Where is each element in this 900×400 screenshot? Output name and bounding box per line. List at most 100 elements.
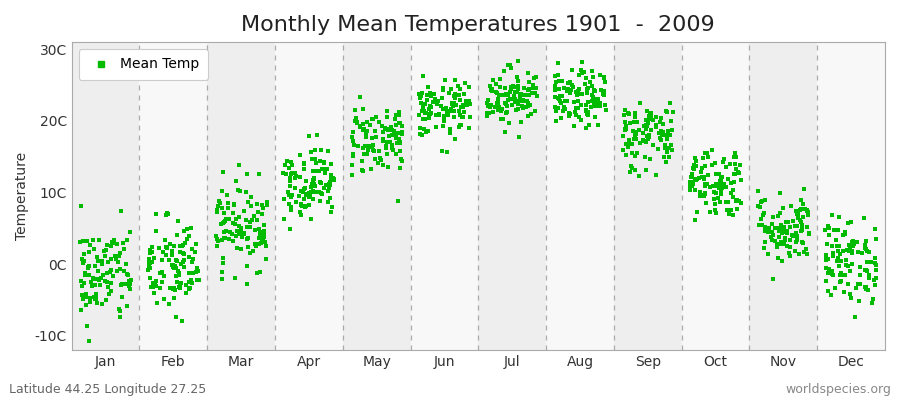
Point xyxy=(597,88,611,94)
Point xyxy=(315,166,329,172)
Point xyxy=(147,254,161,261)
Point xyxy=(780,219,795,226)
Point xyxy=(567,123,581,129)
Point xyxy=(511,86,526,92)
Point xyxy=(627,136,642,142)
Point xyxy=(627,110,642,116)
Point xyxy=(843,245,858,251)
Point xyxy=(499,92,513,98)
Point xyxy=(764,234,778,240)
Point xyxy=(392,120,407,126)
Point xyxy=(510,82,525,89)
Point xyxy=(687,165,701,171)
Point xyxy=(495,105,509,112)
Point xyxy=(753,199,768,206)
Point xyxy=(581,85,596,92)
Point xyxy=(243,203,257,210)
Point xyxy=(241,234,256,241)
Point xyxy=(649,123,663,130)
Point xyxy=(626,128,640,134)
Point xyxy=(567,108,581,115)
Point xyxy=(561,80,575,86)
Point xyxy=(762,225,777,232)
Point xyxy=(801,209,815,216)
Point xyxy=(302,133,316,139)
Point xyxy=(563,86,578,93)
Point xyxy=(392,139,407,145)
Point xyxy=(172,272,186,278)
Point xyxy=(282,165,296,172)
Point xyxy=(492,84,507,91)
Point xyxy=(733,170,747,176)
Point xyxy=(142,262,157,268)
Point xyxy=(104,269,118,276)
Point xyxy=(113,314,128,320)
Point xyxy=(163,240,177,247)
Point xyxy=(801,212,815,218)
Point xyxy=(300,191,314,198)
Point xyxy=(360,150,374,157)
Point xyxy=(858,242,872,248)
Point xyxy=(685,178,699,185)
Point xyxy=(622,111,636,117)
Point xyxy=(293,152,308,158)
Point xyxy=(552,96,566,103)
Point xyxy=(110,241,124,248)
Point xyxy=(831,227,845,234)
Point xyxy=(216,169,230,176)
Point xyxy=(598,78,612,85)
Point xyxy=(585,92,599,98)
Point xyxy=(579,74,593,81)
Point xyxy=(324,175,338,181)
Point xyxy=(439,148,454,155)
Point xyxy=(590,96,605,102)
Point xyxy=(501,92,516,98)
Point xyxy=(364,166,378,172)
Point xyxy=(435,148,449,154)
Point xyxy=(257,228,272,234)
Point xyxy=(698,174,712,180)
Point xyxy=(782,224,796,230)
Point xyxy=(174,261,188,267)
Point xyxy=(173,285,187,291)
Point xyxy=(317,159,331,166)
Point xyxy=(710,194,724,201)
Point xyxy=(512,98,526,104)
Point xyxy=(727,170,742,177)
Point xyxy=(688,155,702,162)
Point xyxy=(508,96,522,102)
Point xyxy=(589,96,603,102)
Point xyxy=(795,226,809,232)
Point xyxy=(565,67,580,73)
Point xyxy=(371,160,385,166)
Point xyxy=(836,232,850,238)
Point xyxy=(288,175,302,182)
Point xyxy=(218,234,232,241)
Point xyxy=(434,103,448,110)
Point xyxy=(147,290,161,296)
Point xyxy=(418,116,432,122)
Point xyxy=(427,90,441,97)
Point xyxy=(212,238,226,244)
Point xyxy=(796,222,810,228)
Point xyxy=(167,295,182,302)
Point xyxy=(120,302,134,309)
Point xyxy=(75,292,89,298)
Point xyxy=(867,277,881,283)
Point xyxy=(802,230,816,236)
Point xyxy=(684,172,698,178)
Point xyxy=(495,91,509,98)
Point xyxy=(358,133,373,140)
Point xyxy=(775,258,789,264)
Point xyxy=(356,167,370,173)
Point xyxy=(556,104,571,110)
Point xyxy=(778,228,793,235)
Point xyxy=(569,104,583,111)
Point xyxy=(589,100,603,106)
Point xyxy=(369,134,383,141)
Point xyxy=(314,147,328,154)
Point xyxy=(189,268,203,275)
Point xyxy=(299,203,313,209)
Point xyxy=(449,102,464,108)
Point xyxy=(625,141,639,147)
